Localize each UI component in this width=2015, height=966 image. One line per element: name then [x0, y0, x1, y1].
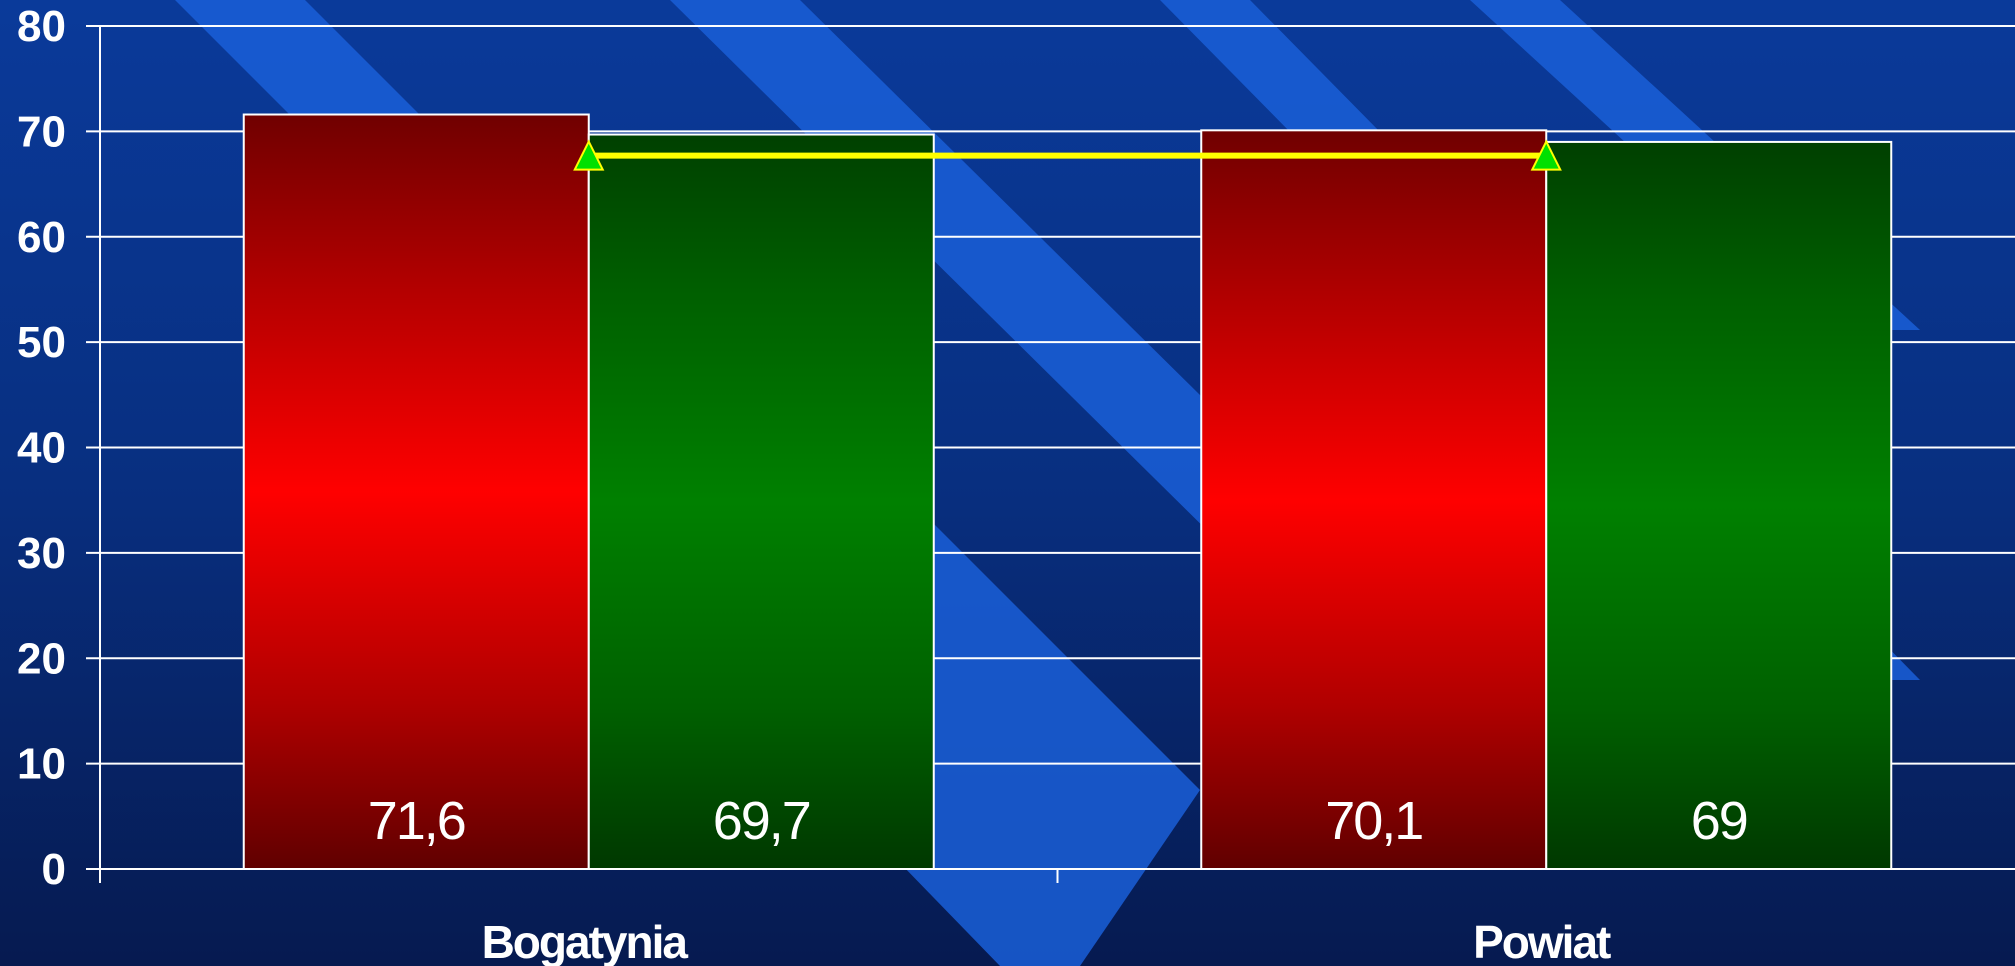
- y-tick-label: 0: [42, 845, 66, 894]
- y-tick-label: 40: [17, 424, 66, 473]
- y-tick-label: 80: [17, 2, 66, 51]
- y-tick-label: 10: [17, 740, 66, 789]
- overlay-line-group: [573, 139, 1562, 171]
- bar-1-0: [1200, 129, 1548, 871]
- y-tick-label: 50: [17, 318, 66, 367]
- value-label: 70,1: [1325, 791, 1422, 851]
- value-label: 69: [1691, 791, 1747, 851]
- category-label: Bogatynia: [482, 916, 689, 966]
- category-label: Powiat: [1473, 916, 1611, 966]
- value-label: 69,7: [713, 791, 810, 851]
- bar-0-1: [587, 133, 935, 870]
- bars: [242, 113, 1893, 871]
- y-tick-label: 60: [17, 213, 66, 262]
- value-label: 71,6: [368, 791, 465, 851]
- y-tick-labels: 0 10 20 30 40 50 60 70 80: [17, 2, 66, 894]
- y-tick-label: 20: [17, 634, 66, 683]
- bar-1-1: [1545, 140, 1893, 871]
- y-tick-label: 70: [17, 107, 66, 156]
- overlay-marker: [573, 139, 605, 171]
- overlay-marker: [1530, 139, 1562, 171]
- bar-0-0: [242, 113, 590, 870]
- value-labels: 71,6 69,7 70,1 69: [368, 791, 1749, 851]
- y-tick-label: 30: [17, 529, 66, 578]
- category-labels: Bogatynia Powiat: [482, 916, 1613, 966]
